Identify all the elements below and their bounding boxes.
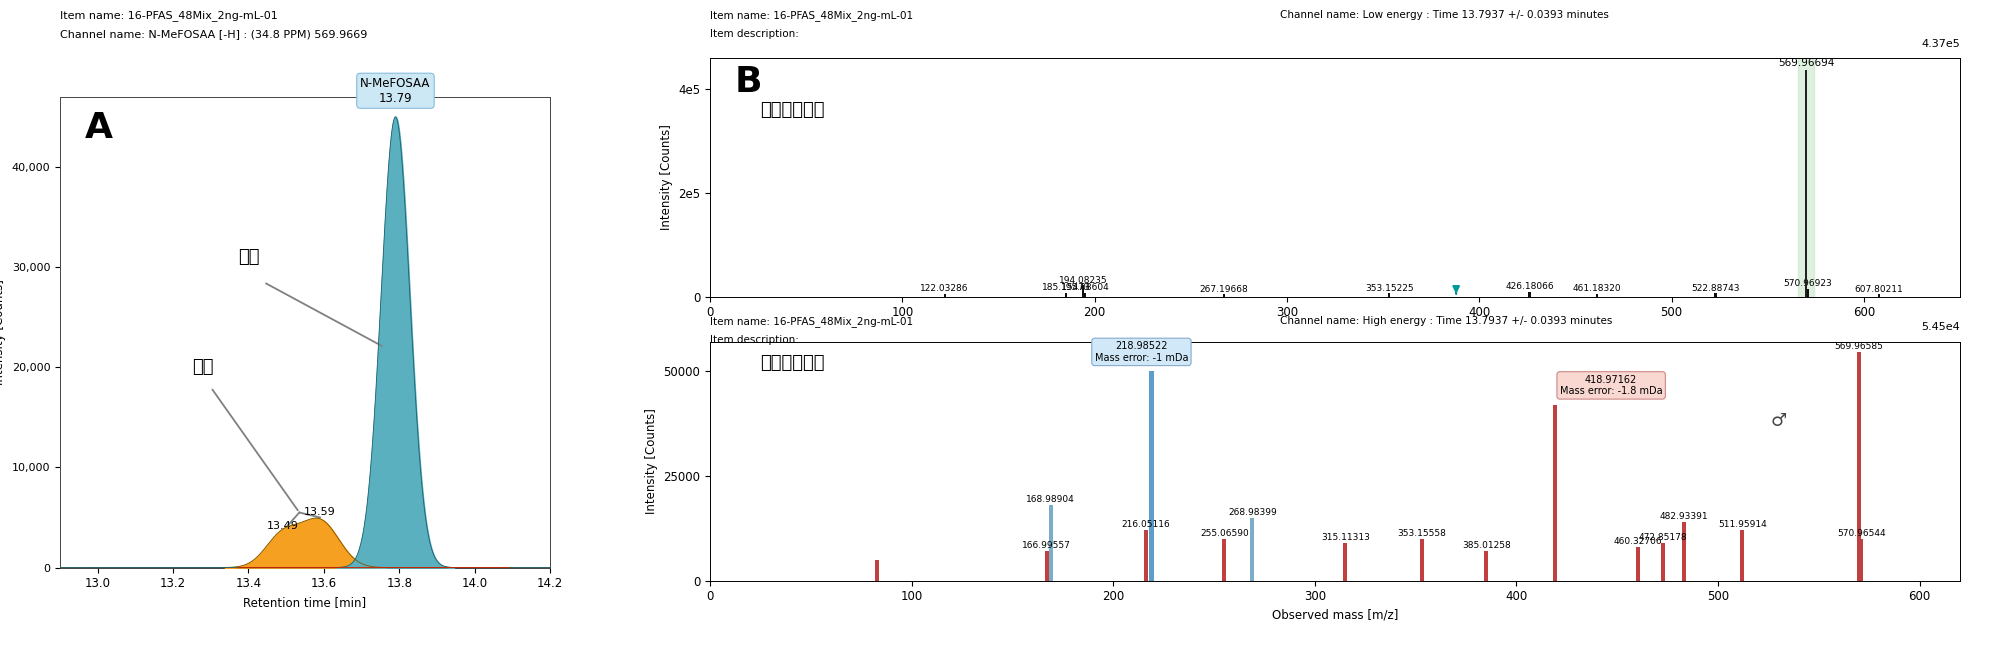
Text: ♂: ♂ <box>1770 412 1786 430</box>
Bar <box>1740 530 1744 580</box>
Text: 385.01258: 385.01258 <box>1462 541 1510 550</box>
Text: 268.98399: 268.98399 <box>1228 508 1276 517</box>
Text: 4.37e5: 4.37e5 <box>1922 39 1960 48</box>
Text: 522.88743: 522.88743 <box>1692 284 1740 293</box>
Text: Item name: 16-PFAS_48Mix_2ng-mL-01: Item name: 16-PFAS_48Mix_2ng-mL-01 <box>710 10 914 21</box>
Bar <box>1250 518 1254 580</box>
Bar <box>1528 292 1530 297</box>
Text: 216.05116: 216.05116 <box>1122 521 1170 530</box>
Text: 511.95914: 511.95914 <box>1718 521 1766 530</box>
Text: N-MeFOSAA
13.79: N-MeFOSAA 13.79 <box>360 77 430 104</box>
Text: 218.98522
Mass error: -1 mDa: 218.98522 Mass error: -1 mDa <box>1094 341 1188 362</box>
X-axis label: Retention time [min]: Retention time [min] <box>244 596 366 609</box>
Bar <box>1714 293 1716 297</box>
Text: 570.96544: 570.96544 <box>1836 529 1886 538</box>
Bar <box>1484 551 1488 580</box>
Bar <box>1878 294 1880 297</box>
Bar <box>1084 293 1086 297</box>
Bar <box>1420 539 1424 580</box>
Bar <box>876 560 880 580</box>
Text: Item name: 16-PFAS_48Mix_2ng-mL-01: Item name: 16-PFAS_48Mix_2ng-mL-01 <box>60 10 278 21</box>
Bar <box>1662 543 1666 581</box>
Text: Item name: 16-PFAS_48Mix_2ng-mL-01: Item name: 16-PFAS_48Mix_2ng-mL-01 <box>710 316 914 327</box>
Text: 13.59: 13.59 <box>304 506 336 517</box>
Text: 高エネルギー: 高エネルギー <box>760 353 824 372</box>
Bar <box>1082 285 1084 297</box>
Bar <box>1682 522 1686 580</box>
Text: 569.96585: 569.96585 <box>1834 342 1884 352</box>
Bar <box>944 294 946 297</box>
Text: Channel name: N-MeFOSAA [-H] : (34.8 PPM) 569.9669: Channel name: N-MeFOSAA [-H] : (34.8 PPM… <box>60 29 368 39</box>
Y-axis label: Intensity [Counts]: Intensity [Counts] <box>660 124 672 230</box>
X-axis label: Observed mass [m/z]: Observed mass [m/z] <box>1272 609 1398 622</box>
Text: 195.08604: 195.08604 <box>1060 283 1110 292</box>
Text: 472.85178: 472.85178 <box>1640 533 1688 542</box>
Bar <box>1636 547 1640 581</box>
Text: 353.15225: 353.15225 <box>1364 284 1414 293</box>
Text: Item description:: Item description: <box>710 29 798 39</box>
Bar <box>1596 294 1598 297</box>
Bar <box>1388 293 1390 297</box>
Bar <box>1804 70 1808 297</box>
Text: 482.93391: 482.93391 <box>1660 512 1708 521</box>
Text: 353.15558: 353.15558 <box>1398 529 1446 538</box>
Y-axis label: Intensity [Counts]: Intensity [Counts] <box>644 408 658 514</box>
Bar <box>1064 293 1068 297</box>
Y-axis label: Intensity [Counts]: Intensity [Counts] <box>0 279 6 385</box>
Text: 570.96923: 570.96923 <box>1784 279 1832 288</box>
Bar <box>1798 58 1814 297</box>
Text: 267.19668: 267.19668 <box>1200 284 1248 293</box>
Text: 461.18320: 461.18320 <box>1572 284 1622 293</box>
Text: 418.97162
Mass error: -1.8 mDa: 418.97162 Mass error: -1.8 mDa <box>1560 375 1662 396</box>
Text: Channel name: High energy : Time 13.7937 +/- 0.0393 minutes: Channel name: High energy : Time 13.7937… <box>1280 316 1612 326</box>
Text: Item description:: Item description: <box>710 335 798 346</box>
Text: 166.99557: 166.99557 <box>1022 541 1072 550</box>
Text: 255.06590: 255.06590 <box>1200 529 1248 538</box>
Bar <box>1806 289 1810 297</box>
Text: 122.03286: 122.03286 <box>920 284 968 293</box>
Text: 低エネルギー: 低エネルギー <box>760 101 824 119</box>
Bar <box>1150 371 1154 580</box>
Text: 569.96694: 569.96694 <box>1778 58 1834 68</box>
Text: A: A <box>84 111 112 145</box>
Text: 168.98904: 168.98904 <box>1026 495 1076 504</box>
Bar <box>1222 539 1226 580</box>
Text: Channel name: Low energy : Time 13.7937 +/- 0.0393 minutes: Channel name: Low energy : Time 13.7937 … <box>1280 10 1608 20</box>
Bar <box>1222 294 1224 297</box>
Bar <box>1044 551 1048 580</box>
Text: 194.08235: 194.08235 <box>1058 275 1108 284</box>
Text: 315.11313: 315.11313 <box>1320 533 1370 542</box>
Text: 5.45e4: 5.45e4 <box>1922 322 1960 332</box>
Text: B: B <box>736 65 762 99</box>
Text: 185.15473: 185.15473 <box>1042 283 1090 292</box>
Text: 13.49: 13.49 <box>266 521 298 531</box>
Bar <box>1860 539 1864 580</box>
Bar <box>1048 505 1052 580</box>
Text: 607.80211: 607.80211 <box>1854 284 1904 293</box>
Bar <box>1552 404 1556 580</box>
Bar <box>1858 352 1862 580</box>
Text: 直鎖: 直鎖 <box>238 248 260 266</box>
Bar <box>1144 530 1148 580</box>
Bar <box>1344 543 1348 581</box>
Text: 460.32706: 460.32706 <box>1614 537 1662 546</box>
Text: 426.18066: 426.18066 <box>1506 283 1554 292</box>
Text: 分岐: 分岐 <box>192 358 214 376</box>
